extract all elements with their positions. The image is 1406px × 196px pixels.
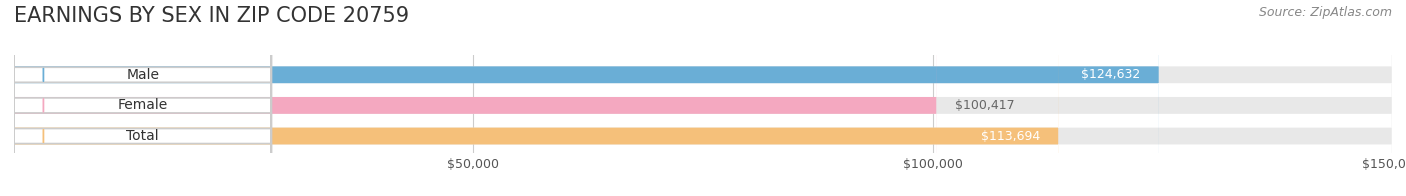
FancyBboxPatch shape [14, 0, 1392, 196]
FancyBboxPatch shape [14, 0, 271, 196]
FancyBboxPatch shape [14, 0, 1392, 196]
Text: Source: ZipAtlas.com: Source: ZipAtlas.com [1258, 6, 1392, 19]
FancyBboxPatch shape [14, 0, 271, 196]
Text: Female: Female [118, 98, 167, 113]
Text: Male: Male [127, 68, 159, 82]
FancyBboxPatch shape [14, 0, 1159, 196]
FancyBboxPatch shape [14, 0, 271, 196]
Text: Total: Total [127, 129, 159, 143]
FancyBboxPatch shape [14, 0, 1059, 196]
Text: $124,632: $124,632 [1081, 68, 1140, 81]
Text: $113,694: $113,694 [981, 130, 1040, 142]
FancyBboxPatch shape [14, 0, 936, 196]
FancyBboxPatch shape [14, 0, 1392, 196]
Text: $100,417: $100,417 [955, 99, 1015, 112]
Text: EARNINGS BY SEX IN ZIP CODE 20759: EARNINGS BY SEX IN ZIP CODE 20759 [14, 6, 409, 26]
